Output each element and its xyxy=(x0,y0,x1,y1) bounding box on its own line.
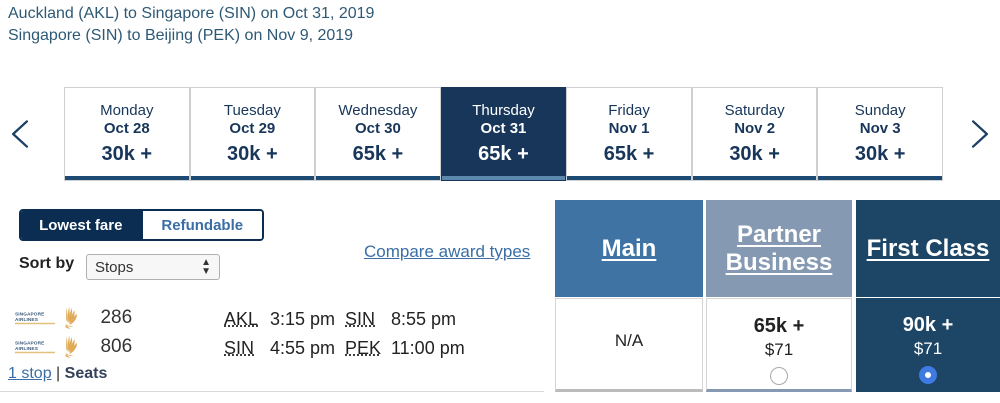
svg-text:AIRLINES: AIRLINES xyxy=(15,346,38,352)
svg-text:SINGAPORE: SINGAPORE xyxy=(15,341,44,347)
svg-text:AIRLINES: AIRLINES xyxy=(15,317,38,323)
svg-text:SINGAPORE: SINGAPORE xyxy=(15,312,44,318)
